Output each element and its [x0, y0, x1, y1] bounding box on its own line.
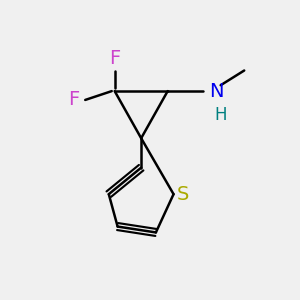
Text: F: F — [68, 90, 79, 110]
Text: S: S — [176, 185, 189, 204]
Text: F: F — [109, 49, 120, 68]
Text: H: H — [215, 106, 227, 124]
Text: N: N — [209, 82, 224, 100]
